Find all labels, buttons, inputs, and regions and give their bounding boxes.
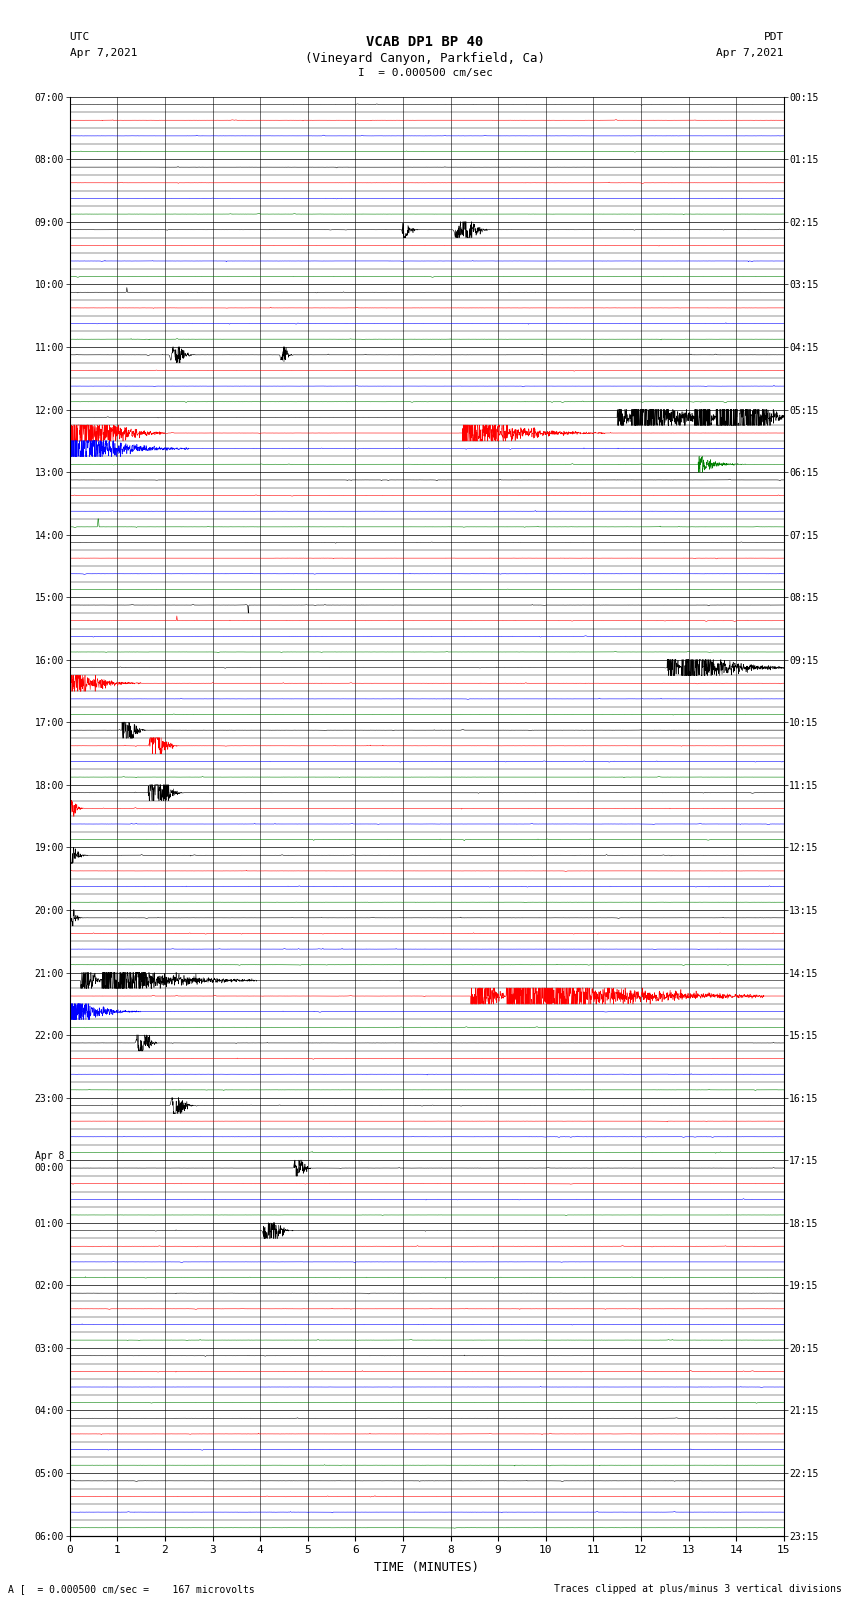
Text: Apr 7,2021: Apr 7,2021 [717, 48, 784, 58]
Text: Traces clipped at plus/minus 3 vertical divisions: Traces clipped at plus/minus 3 vertical … [553, 1584, 842, 1594]
Text: VCAB DP1 BP 40: VCAB DP1 BP 40 [366, 35, 484, 50]
Text: PDT: PDT [763, 32, 784, 42]
Text: (Vineyard Canyon, Parkfield, Ca): (Vineyard Canyon, Parkfield, Ca) [305, 52, 545, 65]
Text: A [  = 0.000500 cm/sec =    167 microvolts: A [ = 0.000500 cm/sec = 167 microvolts [8, 1584, 255, 1594]
X-axis label: TIME (MINUTES): TIME (MINUTES) [374, 1561, 479, 1574]
Text: I  = 0.000500 cm/sec: I = 0.000500 cm/sec [358, 68, 492, 77]
Text: UTC: UTC [70, 32, 90, 42]
Text: Apr 7,2021: Apr 7,2021 [70, 48, 137, 58]
